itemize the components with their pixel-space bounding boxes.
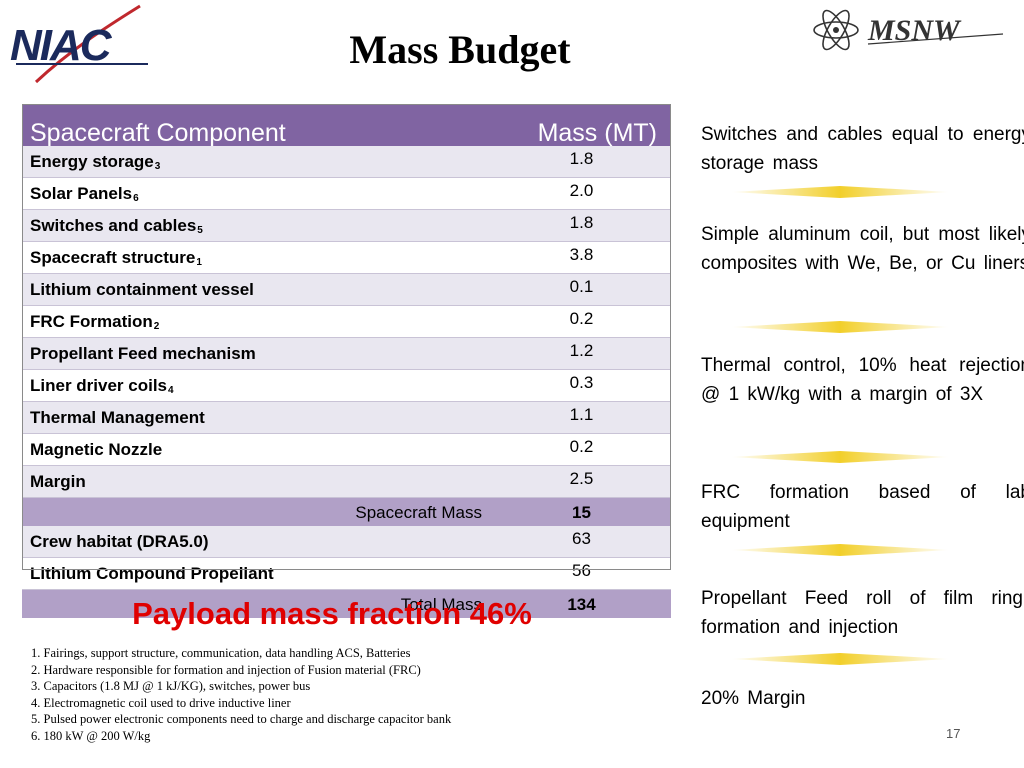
table-row: Liner driver coils4 0.3 [22,369,671,402]
arrow-bar-icon [730,653,950,665]
side-note: 20% Margin [701,688,806,709]
side-note: Thermal control, 10% heat rejection @ 1 … [701,355,1024,405]
svg-text:NIAC: NIAC [10,21,113,70]
table-header-row: Spacecraft Component Mass (MT) [22,104,671,146]
table-row: Thermal Management 1.1 [22,401,671,434]
table-row: Margin 2.5 [22,465,671,498]
mass-cell: 0.2 [492,305,671,338]
component-cell: Lithium Compound Propellant [22,557,492,590]
table-row: Spacecraft structure1 3.8 [22,241,671,274]
table-row: Magnetic Nozzle 0.2 [22,433,671,466]
spacecraft-mass-value: 15 [492,497,671,526]
total-mass-value: 134 [492,589,671,618]
component-cell: Liner driver coils4 [22,369,492,402]
component-cell: Solar Panels6 [22,177,492,210]
total-mass-row: Total Mass 134 [22,589,671,618]
mass-cell: 1.8 [492,146,671,178]
side-note: Switches and cables equal to energy stor… [701,124,1024,174]
footnote: 4. Electromagnetic coil used to drive in… [31,695,291,710]
footnote: 6. 180 kW @ 200 W/kg [31,728,151,743]
component-cell: Margin [22,465,492,498]
table-row: FRC Formation2 0.2 [22,305,671,338]
component-cell: Switches and cables5 [22,209,492,242]
column-header-component: Spacecraft Component [22,104,492,146]
mass-cell: 0.1 [492,273,671,306]
mass-cell: 1.1 [492,401,671,434]
footnote: 2. Hardware responsible for formation an… [31,662,421,677]
component-cell: Lithium containment vessel [22,273,492,306]
mass-cell: 3.8 [492,241,671,274]
footnote: 1. Fairings, support structure, communic… [31,646,411,660]
mass-cell: 0.3 [492,369,671,402]
mass-cell: 1.8 [492,209,671,242]
table-row: Lithium Compound Propellant 56 [22,557,671,590]
side-note: FRC formation based of lab equipment [701,482,1024,532]
table-row: Propellant Feed mechanism 1.2 [22,337,671,370]
mass-cell: 63 [492,526,671,558]
arrow-bar-icon [730,321,950,333]
component-cell: Energy storage3 [22,146,492,178]
mass-budget-table: Spacecraft Component Mass (MT) Energy st… [22,104,671,618]
table-row: Crew habitat (DRA5.0) 63 [22,526,671,558]
arrow-bar-icon [730,451,950,463]
total-mass-label: Total Mass [22,589,492,618]
arrow-bar-icon [730,186,950,198]
spacecraft-mass-label: Spacecraft Mass [22,497,492,526]
footnotes: 1. Fairings, support structure, communic… [31,645,451,745]
component-cell: Crew habitat (DRA5.0) [22,526,492,558]
footnote: 3. Capacitors (1.8 MJ @ 1 kJ/KG), switch… [31,679,311,694]
column-header-mass: Mass (MT) [492,104,671,146]
arrow-bar-icon [730,544,950,556]
niac-logo: NIAC [10,4,148,84]
table-row: Energy storage3 1.8 [22,146,671,178]
svg-text:MSNW: MSNW [867,14,962,47]
page-number: 17 [946,726,961,741]
mass-cell: 0.2 [492,433,671,466]
component-cell: Thermal Management [22,401,492,434]
footnote: 5. Pulsed power electronic components ne… [31,712,452,727]
component-cell: Magnetic Nozzle [22,433,492,466]
mass-cell: 2.0 [492,177,671,210]
table-row: Switches and cables5 1.8 [22,209,671,242]
payload-mass-fraction: Payload mass fraction 46% [132,596,532,631]
spacecraft-mass-row: Spacecraft Mass 15 [22,497,671,526]
msnw-logo: MSNW [813,9,1004,51]
mass-cell: 56 [492,557,671,590]
table-row: Solar Panels6 2.0 [22,177,671,210]
side-note: Simple aluminum coil, but most likely co… [701,224,1024,274]
table-row: Lithium containment vessel 0.1 [22,273,671,306]
component-cell: Propellant Feed mechanism [22,337,492,370]
component-cell: Spacecraft structure1 [22,241,492,274]
mass-cell: 1.2 [492,337,671,370]
mass-cell: 2.5 [492,465,671,498]
side-note: Propellant Feed roll of film ring format… [701,588,1023,638]
component-cell: FRC Formation2 [22,305,492,338]
page-title: Mass Budget [349,27,571,72]
